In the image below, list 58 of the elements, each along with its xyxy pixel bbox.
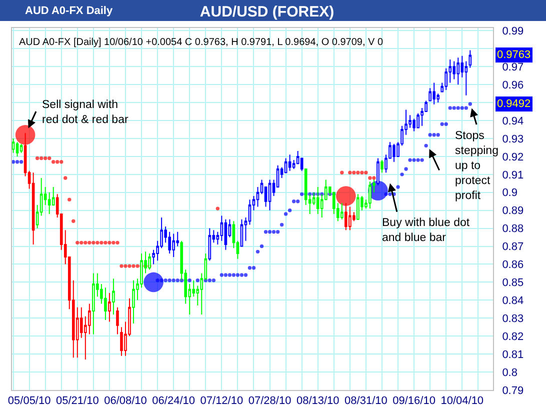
y-tick-label: 0.84 [502, 295, 524, 308]
text: 0.9763 [497, 49, 531, 61]
candlestick [92, 272, 95, 335]
x-tick-label: 06/24/10 [152, 395, 196, 408]
candlestick [32, 172, 35, 245]
candlestick [16, 142, 19, 157]
y-tick-label: 0.79 [502, 384, 524, 397]
y-tick-label: 0.82 [502, 330, 524, 343]
candlestick [116, 306, 119, 335]
candlestick [172, 233, 175, 258]
annotation: Stops stepping up to protect profit [455, 130, 498, 202]
y-tick-label: 0.97 [502, 61, 524, 74]
candlestick [12, 138, 15, 154]
candlestick [432, 82, 436, 105]
candlestick [468, 50, 472, 68]
y-tick-label: 0.86 [502, 259, 524, 272]
candlestick [104, 287, 107, 320]
y-tick-label: 0.87 [502, 241, 524, 254]
x-tick-label: 07/28/10 [248, 395, 292, 408]
y-tick-label: 0.88 [502, 223, 524, 236]
y-tick-label: 0.9 [502, 187, 518, 200]
candlestick [456, 57, 460, 86]
y-tick-label: 0.91 [502, 169, 524, 182]
candlestick [356, 194, 360, 220]
candlestick [224, 218, 228, 250]
candlestick [20, 143, 23, 154]
candlestick [380, 160, 384, 174]
x-tick-label: 08/31/10 [344, 395, 388, 408]
candlestick [368, 181, 372, 210]
x-tick-label: 05/05/10 [8, 395, 51, 408]
y-tick-label: 0.96 [502, 79, 524, 92]
y-tick-label: 0.93 [502, 133, 524, 146]
chart-title: AUD/USD (FOREX) [200, 3, 334, 20]
y-tick-label: 0.92 [502, 151, 524, 164]
chart-subtitle: AUD A0-FX Daily [25, 5, 114, 17]
candlestick [392, 143, 396, 162]
annotation: Sell signal with red dot & red bar [42, 99, 128, 126]
y-tick-label: 0.85 [502, 277, 524, 290]
y-tick-label: 0.81 [502, 348, 524, 361]
y-tick-label: 0.8 [502, 366, 518, 379]
y-tick-label: 0.94 [502, 115, 524, 128]
text: 0.9492 [497, 98, 531, 110]
y-tick-label: 0.99 [502, 26, 524, 38]
candlestick [288, 154, 292, 172]
x-tick-label: 05/21/10 [56, 395, 99, 408]
y-tick-label: 0.89 [502, 205, 524, 218]
annotation: Buy with blue dot and blue bar [382, 217, 470, 244]
x-tick-label: 10/04/10 [440, 395, 484, 408]
annotation: AUD A0-FX [Daily] 10/06/10 +0.0054 C 0.9763, H 0.9791, L 0.9694, O 0.9709, V 0 [19, 37, 384, 48]
candlestick [340, 202, 344, 220]
x-tick-label: 09/16/10 [392, 395, 436, 408]
x-tick-label: 08/13/10 [296, 395, 340, 408]
x-tick-label: 06/08/10 [104, 395, 147, 408]
y-tick-label: 0.83 [502, 312, 524, 325]
candlestick [268, 179, 272, 211]
x-tick-label: 07/12/10 [200, 395, 244, 408]
candlestick [240, 218, 244, 247]
candlestick [348, 206, 352, 231]
